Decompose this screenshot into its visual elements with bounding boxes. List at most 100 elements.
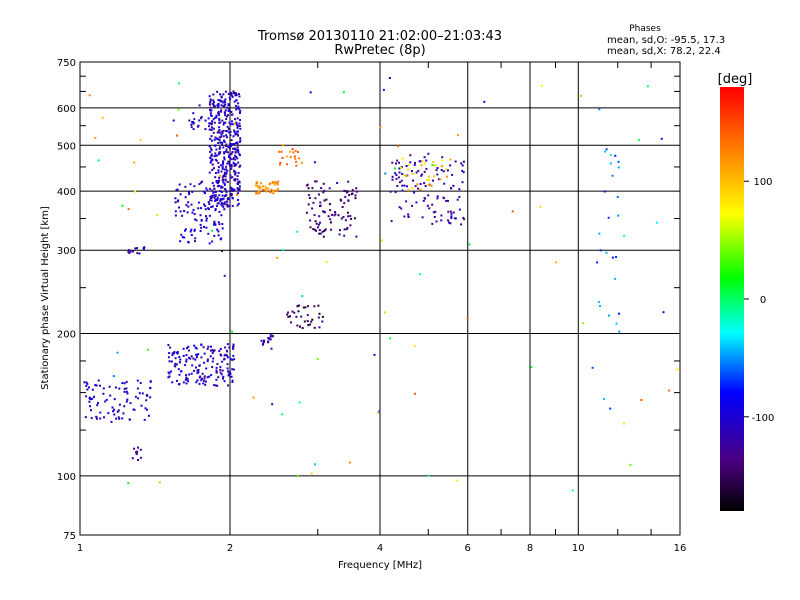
data-point — [319, 204, 322, 207]
data-point — [209, 197, 212, 199]
data-point — [223, 274, 226, 277]
data-point — [228, 93, 231, 96]
data-point — [220, 237, 223, 240]
data-point — [447, 199, 449, 202]
data-point — [217, 171, 220, 174]
data-point — [210, 154, 213, 157]
data-point — [216, 199, 219, 202]
data-point — [403, 174, 406, 177]
data-point — [441, 156, 444, 159]
data-point — [232, 347, 235, 350]
data-point — [427, 474, 430, 477]
data-point — [223, 357, 226, 360]
data-point — [231, 379, 234, 382]
data-point — [217, 221, 220, 224]
data-point — [234, 179, 237, 182]
data-point — [314, 220, 317, 223]
data-point — [450, 217, 453, 219]
data-point — [224, 346, 227, 349]
data-point — [232, 158, 235, 161]
data-point — [229, 372, 232, 375]
data-point — [412, 179, 414, 182]
data-point — [233, 169, 236, 172]
data-point — [623, 422, 625, 425]
data-point — [198, 364, 201, 367]
data-point — [378, 410, 381, 413]
data-point — [113, 413, 116, 416]
data-point — [237, 202, 240, 205]
data-point — [218, 179, 220, 182]
data-point — [209, 147, 212, 150]
data-point — [217, 130, 220, 133]
data-point — [291, 310, 294, 313]
data-point — [203, 375, 206, 378]
data-point — [226, 130, 229, 133]
data-point — [238, 165, 241, 168]
data-point — [220, 185, 223, 188]
data-point — [231, 381, 234, 383]
data-point — [88, 400, 91, 403]
data-point — [221, 249, 223, 252]
data-point — [193, 185, 196, 188]
data-point — [221, 176, 224, 179]
data-point — [213, 196, 216, 199]
data-point — [140, 404, 143, 407]
data-point — [144, 407, 147, 410]
data-point — [146, 408, 148, 411]
data-point — [236, 193, 238, 196]
data-point — [432, 161, 435, 163]
data-point — [428, 179, 431, 182]
data-point — [257, 192, 260, 195]
data-point — [221, 119, 224, 122]
data-point — [222, 197, 225, 200]
data-point — [273, 190, 276, 192]
data-point — [379, 126, 382, 129]
data-point — [227, 146, 230, 149]
data-point — [231, 95, 234, 98]
data-point — [197, 207, 200, 210]
data-point — [407, 215, 410, 218]
data-point — [442, 170, 445, 173]
data-point — [95, 384, 98, 387]
data-point — [85, 381, 88, 384]
data-point — [214, 154, 217, 157]
data-point — [222, 129, 225, 132]
data-point — [257, 190, 260, 193]
data-point — [185, 360, 188, 363]
data-point — [185, 204, 188, 207]
data-point — [86, 382, 89, 385]
data-point — [329, 203, 331, 206]
data-point — [125, 380, 128, 383]
data-point — [296, 324, 299, 327]
data-point — [174, 210, 177, 213]
data-point — [460, 162, 463, 165]
data-point — [329, 209, 332, 212]
data-point — [277, 180, 280, 183]
data-point — [175, 363, 178, 366]
data-point — [646, 85, 649, 88]
data-point — [238, 111, 241, 114]
data-point — [286, 163, 288, 166]
data-point — [287, 311, 290, 314]
data-point — [239, 127, 242, 130]
data-point — [215, 137, 218, 140]
data-point — [211, 181, 214, 184]
data-point — [226, 169, 229, 172]
data-point — [226, 181, 229, 183]
data-point — [407, 163, 410, 166]
data-point — [211, 195, 214, 198]
data-point — [187, 205, 190, 208]
data-point — [423, 162, 426, 165]
data-point — [147, 414, 150, 417]
data-point — [219, 368, 222, 371]
data-point — [94, 384, 97, 387]
data-point — [238, 153, 241, 156]
data-point — [339, 198, 342, 201]
data-point — [232, 354, 235, 357]
data-point — [272, 182, 275, 185]
data-point — [399, 181, 401, 184]
data-point — [302, 306, 305, 309]
data-point — [216, 90, 219, 93]
data-point — [205, 226, 208, 229]
data-point — [220, 170, 223, 173]
